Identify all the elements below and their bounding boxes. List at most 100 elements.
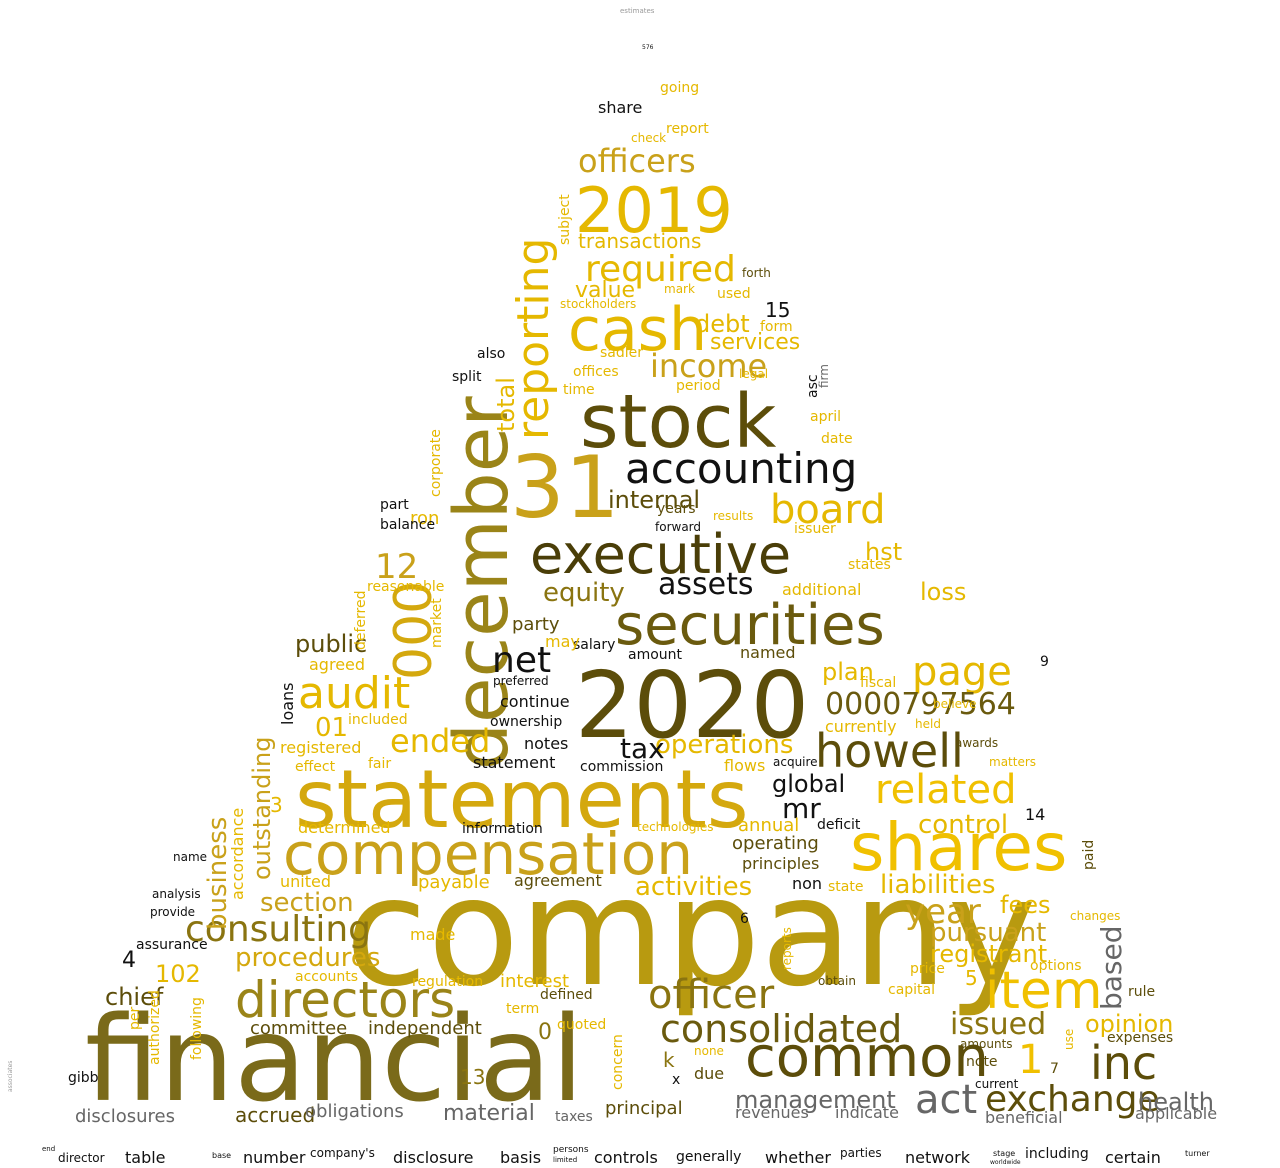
word-offices: offices (573, 364, 619, 380)
word-continue: continue (500, 692, 570, 711)
word-end: end (42, 1145, 56, 1153)
word-split: split (452, 369, 482, 385)
word-board: board (770, 487, 886, 533)
word-part: part (380, 497, 409, 513)
word-cash: cash (568, 295, 708, 365)
word-believe: believe (933, 697, 977, 711)
word-beneficial: beneficial (985, 1108, 1063, 1127)
word-certain: certain (1105, 1148, 1161, 1167)
word-section: section (260, 888, 354, 918)
word-4: 4 (122, 948, 136, 973)
word-opinion: opinion (1085, 1010, 1174, 1038)
word-value: value (575, 278, 636, 303)
word-chief: chief (105, 983, 164, 1011)
word-fiscal: fiscal (860, 675, 897, 691)
word-flows: flows (724, 756, 766, 775)
word-stock: stock (580, 379, 777, 465)
word-amounts: amounts (960, 1037, 1013, 1051)
word-k: k (663, 1048, 675, 1072)
word-notes: notes (524, 734, 569, 753)
word-independent: independent (368, 1018, 482, 1039)
word-legal: legal (739, 367, 769, 381)
word-tax: tax (620, 732, 665, 765)
word-0: 0 (538, 1020, 552, 1045)
word-including: including (1025, 1146, 1089, 1162)
word-public: public (295, 630, 368, 658)
word-equity: equity (543, 578, 625, 608)
word-basis: basis (500, 1148, 542, 1167)
word-576: 576 (642, 44, 654, 51)
word-payable: payable (418, 872, 490, 893)
word-non: non (792, 874, 823, 893)
word-deficit: deficit (817, 817, 861, 833)
word-amount: amount (628, 647, 683, 663)
word-changes: changes (1070, 909, 1121, 923)
word-1: 1 (1018, 1037, 1044, 1083)
word-disclosure: disclosure (393, 1148, 474, 1167)
word-united: united (280, 872, 331, 891)
word-control: control (918, 810, 1009, 840)
word-31: 31 (510, 438, 620, 538)
word-102: 102 (155, 960, 201, 988)
word-item: item (985, 961, 1103, 1021)
word-none: none (694, 1044, 724, 1058)
word-corporate: corporate (428, 429, 444, 497)
word-paid: paid (1081, 839, 1097, 870)
word-network: network (905, 1148, 970, 1167)
word-obtain: obtain (818, 974, 856, 988)
word-forth: forth (742, 266, 771, 280)
word-health: health (1138, 1088, 1214, 1116)
word-liabilities: liabilities (880, 870, 996, 900)
word-determined: determined (298, 818, 391, 837)
word-officers: officers (578, 142, 696, 180)
word-13: 13 (460, 1065, 486, 1089)
word-howell: howell (815, 724, 964, 778)
word-executive: executive (530, 523, 792, 586)
word-april: april (810, 409, 842, 425)
word-registered: registered (280, 738, 362, 757)
word-transactions: transactions (578, 229, 702, 253)
word-fair: fair (368, 756, 392, 772)
word-x: x (672, 1072, 681, 1088)
word-principles: principles (742, 854, 820, 873)
word-options: options (1030, 958, 1082, 974)
word-name: name (173, 850, 208, 864)
word-consulting: consulting (185, 909, 371, 950)
word-expenses: expenses (1107, 1030, 1174, 1046)
word-applicable: applicable (1135, 1104, 1218, 1123)
word-ended: ended (390, 722, 491, 760)
word-2020: 2020 (575, 652, 810, 759)
word-ron: ron (410, 508, 440, 529)
word-turner: turner (1185, 1149, 1210, 1158)
word-balance: balance (380, 517, 436, 533)
word-01: 01 (315, 713, 349, 743)
word-due: due (694, 1064, 725, 1083)
word-stockholders: stockholders (560, 297, 637, 311)
word-sadler: sadler (600, 345, 644, 361)
word-analysis: analysis (152, 887, 201, 901)
word-hst: hst (865, 538, 903, 566)
word-current: current (975, 1077, 1019, 1091)
word-plan: plan (822, 658, 874, 686)
word-accordance: accordance (228, 807, 247, 900)
word-3: 3 (270, 793, 283, 817)
word-reports: reports (780, 927, 794, 970)
word-currently: currently (825, 717, 897, 736)
word-company: company (345, 846, 1037, 1020)
word-15: 15 (765, 298, 791, 322)
word-global: global (772, 770, 846, 798)
word-use: use (1062, 1028, 1076, 1050)
word-time: time (563, 382, 595, 398)
word-generally: generally (676, 1149, 742, 1165)
word-statement: statement (473, 753, 556, 772)
word-estimates: estimates (620, 7, 655, 15)
word-financial: financial (85, 990, 584, 1128)
word-price: price (910, 961, 945, 977)
word-held: held (915, 717, 941, 731)
word-operating: operating (732, 833, 819, 854)
word-shares: shares (850, 809, 1068, 886)
word-base: base (212, 1151, 232, 1160)
word-debt: debt (695, 310, 750, 338)
word-named: named (740, 643, 796, 662)
word-page: page (912, 649, 1012, 695)
